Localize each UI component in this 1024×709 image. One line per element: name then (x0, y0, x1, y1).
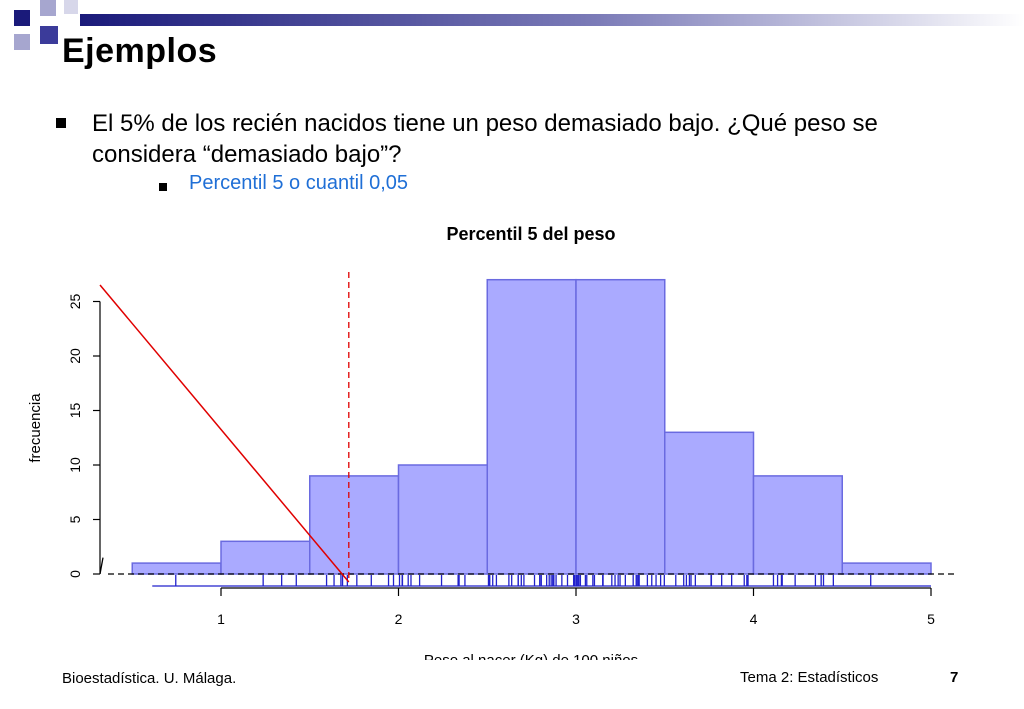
y-tick-label-0: 0 (67, 570, 83, 578)
page-number: 7 (950, 669, 959, 686)
cumulative-start-stroke (99, 557, 104, 575)
bullet-sub-text: Percentil 5 o cuantil 0,05 (189, 172, 409, 194)
x-tick-label-1: 2 (395, 611, 403, 627)
y-axis-label: frecuencia (27, 393, 44, 463)
x-tick-label-3: 4 (750, 611, 758, 627)
decor-square-4 (40, 26, 58, 44)
y-axis: 0 5 10 15 20 25 (67, 294, 101, 578)
decor-square-1 (14, 10, 30, 26)
cumulative-line (99, 284, 350, 583)
rug-marks (152, 575, 931, 587)
footer-left: Bioestadística. U. Málaga. (62, 670, 237, 687)
histogram-bar-2 (309, 475, 400, 575)
histogram-bar-1 (220, 540, 311, 575)
histogram-bars (108, 278, 958, 575)
histogram-bar-3 (397, 464, 488, 575)
histogram-bar-6 (664, 431, 755, 575)
histogram-bar-7 (752, 475, 843, 575)
slide-title: Ejemplos (62, 32, 218, 70)
histogram-bar-4 (486, 278, 577, 575)
decor-square-5 (64, 0, 78, 14)
y-tick-label-2: 10 (67, 457, 83, 473)
bullet-square-small-icon (159, 183, 167, 191)
histogram-bar-5 (575, 278, 666, 575)
histogram-bar-8 (841, 562, 932, 575)
footer-right: Tema 2: Estadísticos (740, 669, 879, 686)
histogram-chart: Percentil 5 del peso 0 5 10 15 20 25 1 2 3 4 5 Pe… (27, 224, 958, 660)
x-axis-label: Peso al nacer (Kg) de 100 niños (424, 652, 638, 660)
decor-square-2 (40, 0, 56, 16)
bullet-main-text: El 5% de los recién nacidos tiene un pes… (92, 110, 878, 168)
histogram-bar-0 (131, 562, 222, 575)
header-gradient-bar (80, 14, 1024, 26)
x-tick-label-0: 1 (217, 611, 225, 627)
decor-square-3 (14, 34, 30, 50)
x-tick-label-4: 5 (927, 611, 935, 627)
percentile-markers (99, 272, 350, 583)
chart-title: Percentil 5 del peso (446, 224, 615, 244)
y-tick-label-3: 15 (67, 403, 83, 419)
x-tick-label-2: 3 (572, 611, 580, 627)
y-tick-label-5: 25 (67, 294, 83, 310)
y-tick-label-1: 5 (67, 515, 83, 523)
x-axis: 1 2 3 4 5 (217, 587, 935, 627)
bullet-square-icon (56, 118, 66, 128)
y-tick-label-4: 20 (67, 348, 83, 364)
